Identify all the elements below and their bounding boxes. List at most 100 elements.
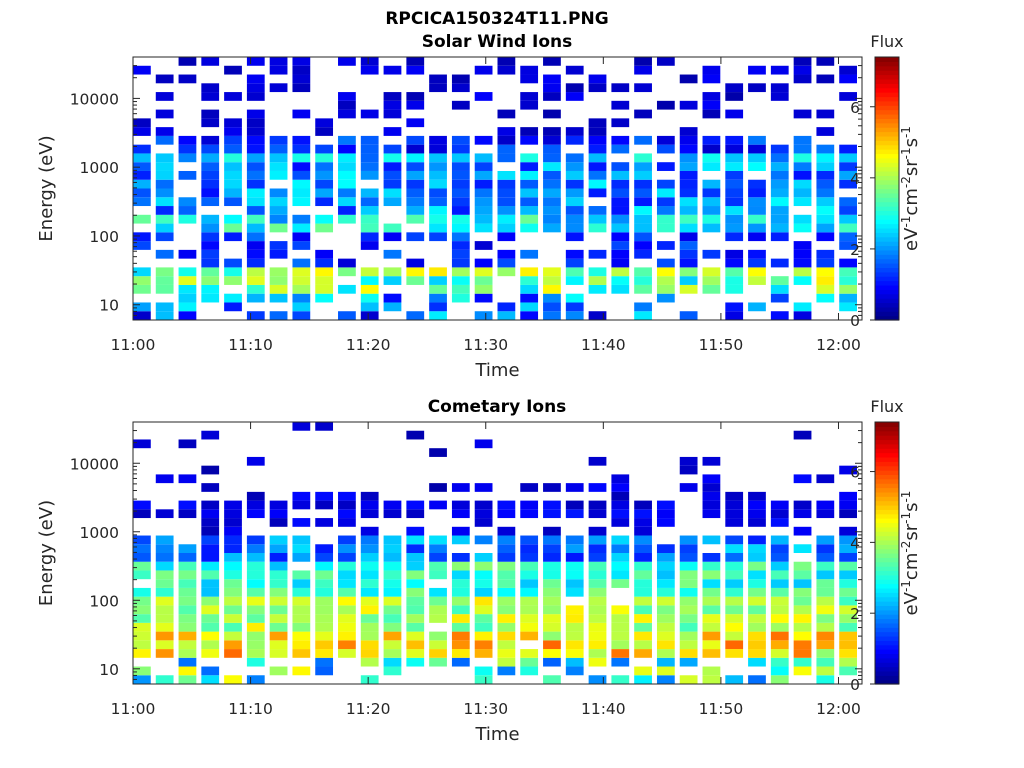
heatmap-cell	[520, 587, 539, 597]
heatmap-cell	[793, 162, 812, 171]
heatmap-cell	[588, 614, 607, 623]
heatmap-cell	[406, 649, 425, 658]
heatmap-cell	[406, 526, 425, 536]
heatmap-cell	[474, 439, 493, 449]
heatmap-cell	[725, 561, 744, 571]
heatmap-cell	[793, 579, 812, 588]
heatmap-cell	[383, 127, 402, 136]
heatmap-cell	[178, 170, 197, 180]
heatmap-cell	[588, 223, 607, 233]
heatmap-cell	[178, 622, 197, 632]
heatmap-cell	[520, 92, 539, 101]
heatmap-cell	[155, 587, 174, 597]
heatmap-cell	[793, 605, 812, 615]
heatmap-cell	[611, 223, 630, 233]
heatmap-cell	[656, 553, 675, 562]
heatmap-cell	[520, 65, 539, 75]
colorbar-segment	[875, 509, 899, 515]
heatmap-cell	[679, 214, 698, 224]
heatmap-cell	[474, 675, 493, 684]
heatmap-cell	[429, 293, 447, 303]
heatmap-cell	[793, 640, 812, 650]
heatmap-cell	[748, 561, 766, 571]
heatmap-cell	[269, 65, 288, 75]
x-tick-label: 12:00	[816, 700, 861, 718]
heatmap-cell	[520, 162, 539, 171]
heatmap-cell	[656, 649, 675, 658]
heatmap-cell	[155, 640, 174, 650]
heatmap-cell	[451, 135, 470, 145]
heatmap-cell	[474, 65, 493, 75]
heatmap-cell	[315, 188, 334, 198]
heatmap-cell	[588, 640, 607, 650]
heatmap-cell	[565, 311, 584, 320]
heatmap-cell	[793, 649, 812, 658]
heatmap-cell	[565, 135, 584, 145]
heatmap-cell	[155, 596, 174, 606]
heatmap-cell	[634, 553, 652, 562]
colorbar-segment	[875, 289, 899, 295]
heatmap-cell	[360, 284, 379, 294]
heatmap-cell	[816, 144, 835, 154]
heatmap-cell	[816, 596, 835, 606]
heatmap-cell	[793, 153, 812, 163]
heatmap-cell	[224, 614, 242, 623]
heatmap-cell	[201, 509, 220, 519]
heatmap-cell	[770, 500, 789, 510]
heatmap-cell	[816, 614, 835, 623]
heatmap-cell	[816, 223, 835, 233]
heatmap-cell	[725, 135, 744, 145]
heatmap-cell	[725, 302, 744, 312]
heatmap-cell	[406, 657, 425, 667]
heatmap-cell	[224, 267, 242, 277]
heatmap-cell	[656, 197, 675, 207]
colorbar-tick-label: 4	[850, 170, 860, 188]
heatmap-cell	[429, 500, 447, 510]
heatmap-cell	[155, 509, 174, 519]
heatmap-cell	[269, 649, 288, 658]
colorbar-tick-label: 2	[850, 605, 860, 623]
heatmap-cell	[429, 535, 447, 545]
colorbar-segment	[875, 284, 899, 290]
colorbar-segment	[875, 219, 899, 225]
heatmap-cell	[611, 197, 630, 207]
colorbar-segment	[875, 149, 899, 155]
heatmap-cell	[269, 535, 288, 545]
heatmap-cell	[474, 631, 493, 641]
heatmap-cell	[451, 605, 470, 615]
heatmap-cell	[520, 483, 539, 492]
heatmap-cell	[679, 206, 698, 215]
heatmap-cell	[292, 241, 311, 250]
heatmap-cell	[360, 311, 379, 320]
heatmap-cell	[816, 587, 835, 597]
heatmap-cell	[543, 74, 561, 84]
heatmap-cell	[588, 587, 607, 597]
heatmap-cell	[406, 206, 425, 215]
heatmap-cell	[360, 109, 379, 119]
colorbar-segment	[875, 627, 899, 633]
heatmap-cell	[839, 197, 857, 207]
heatmap-cell	[406, 153, 425, 163]
heatmap-cell	[406, 232, 425, 242]
heatmap-cell	[497, 153, 516, 163]
colorbar-frame	[874, 421, 900, 685]
heatmap-cell	[224, 605, 242, 615]
heatmap-cell	[702, 579, 721, 588]
heatmap-cell	[679, 311, 698, 320]
heatmap-cell	[292, 188, 311, 198]
heatmap-cell	[383, 605, 402, 615]
heatmap-cell	[224, 631, 242, 641]
heatmap-cell	[588, 170, 607, 180]
heatmap-cell	[201, 570, 220, 580]
heatmap-cell	[611, 144, 630, 154]
heatmap-cell	[406, 579, 425, 588]
heatmap-cell	[178, 135, 197, 145]
heatmap-cell	[429, 206, 447, 215]
heatmap-cell	[588, 311, 607, 320]
heatmap-cell	[770, 535, 789, 545]
heatmap-cell	[611, 509, 630, 519]
heatmap-cell	[770, 666, 789, 676]
heatmap-cell	[451, 587, 470, 597]
heatmap-cell	[816, 649, 835, 658]
colorbar-segment	[875, 631, 899, 637]
